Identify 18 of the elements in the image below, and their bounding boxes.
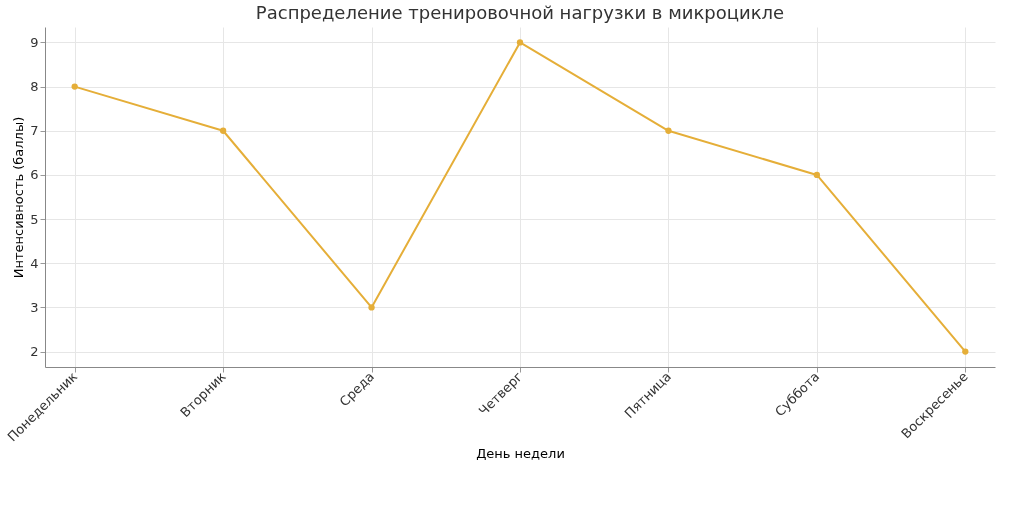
y-tick-label: 9 [30, 34, 39, 50]
point [368, 304, 375, 311]
y-tick-label: 4 [30, 255, 39, 271]
point [71, 83, 78, 90]
y-tick-label: 3 [30, 299, 39, 315]
point [516, 39, 524, 46]
point [962, 348, 969, 355]
y-tick-label: 8 [30, 79, 39, 95]
y-tick-label: 6 [30, 167, 39, 183]
point [219, 127, 227, 134]
chart-title: Распределение тренировочной нагрузки в микроцикле [255, 2, 785, 23]
point [813, 171, 821, 179]
y-axis-title: Интенсивность (баллы) [11, 116, 27, 279]
y-tick-label: 7 [30, 123, 39, 139]
y-tick-label: 5 [30, 211, 39, 227]
point [665, 127, 672, 134]
y-tick-label: 2 [30, 344, 39, 360]
x-axis-title: День недели [476, 446, 565, 462]
